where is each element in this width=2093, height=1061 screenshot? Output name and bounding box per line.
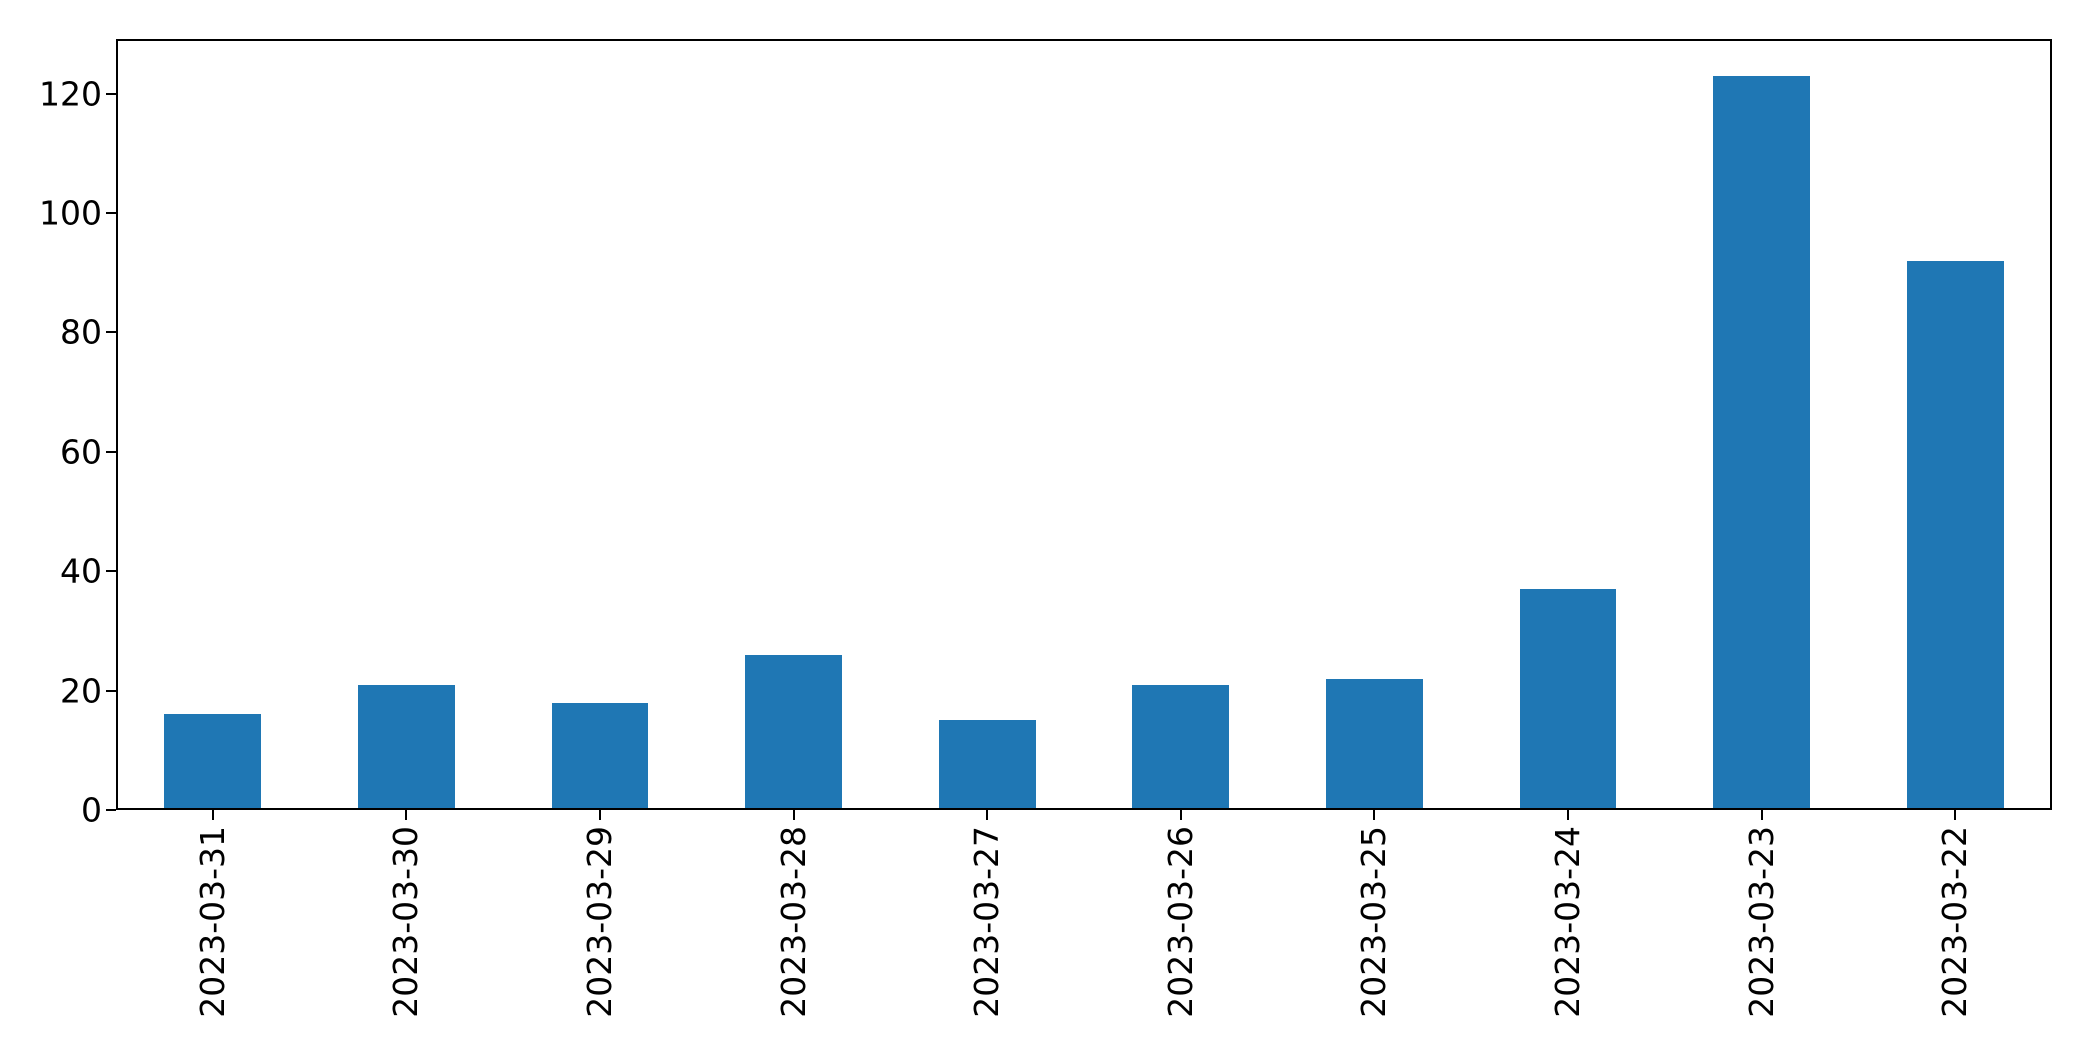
x-tick-mark bbox=[211, 810, 214, 820]
x-tick-label: 2023-03-22 bbox=[1935, 826, 1975, 1018]
bar bbox=[1713, 75, 1810, 810]
y-tick-mark bbox=[106, 331, 116, 334]
bar bbox=[164, 714, 262, 810]
y-tick-label: 120 bbox=[39, 74, 102, 114]
y-tick-label: 100 bbox=[39, 193, 102, 233]
plot-area bbox=[116, 39, 2052, 810]
x-tick-mark bbox=[599, 810, 601, 820]
bar bbox=[745, 654, 842, 810]
x-tick-mark bbox=[405, 810, 408, 820]
y-tick-mark bbox=[106, 689, 116, 692]
x-tick-label: 2023-03-25 bbox=[1354, 826, 1394, 1018]
x-tick-mark bbox=[1954, 810, 1957, 820]
y-tick-label: 60 bbox=[60, 432, 102, 472]
y-tick-label: 80 bbox=[60, 312, 102, 352]
x-tick-mark bbox=[1760, 810, 1763, 820]
bar bbox=[1519, 589, 1617, 810]
bar bbox=[358, 684, 455, 810]
bar bbox=[938, 720, 1036, 810]
x-tick-label: 2023-03-27 bbox=[967, 826, 1007, 1018]
x-tick-label: 2023-03-23 bbox=[1741, 826, 1781, 1018]
x-tick-mark bbox=[1373, 810, 1376, 820]
y-tick-mark bbox=[106, 809, 116, 811]
y-tick-mark bbox=[106, 92, 116, 95]
x-tick-label: 2023-03-24 bbox=[1548, 826, 1587, 1018]
x-tick-mark bbox=[792, 810, 795, 820]
y-tick-mark bbox=[106, 450, 116, 453]
x-tick-label: 2023-03-28 bbox=[773, 826, 813, 1018]
x-tick-mark bbox=[1179, 810, 1182, 820]
y-tick-label: 0 bbox=[81, 790, 102, 830]
y-tick-label: 20 bbox=[60, 671, 102, 711]
y-tick-mark bbox=[106, 570, 116, 573]
x-tick-label: 2023-03-31 bbox=[192, 826, 232, 1018]
x-tick-mark bbox=[986, 810, 989, 820]
y-tick-label: 40 bbox=[60, 551, 102, 591]
bar bbox=[1326, 678, 1423, 810]
x-tick-label: 2023-03-26 bbox=[1160, 826, 1200, 1018]
bar bbox=[1132, 684, 1230, 810]
x-tick-label: 2023-03-29 bbox=[580, 826, 619, 1018]
bar bbox=[1906, 260, 2004, 810]
x-tick-mark bbox=[1567, 810, 1569, 820]
y-tick-mark bbox=[106, 212, 116, 215]
bar bbox=[551, 702, 649, 810]
x-tick-label: 2023-03-30 bbox=[386, 826, 426, 1018]
